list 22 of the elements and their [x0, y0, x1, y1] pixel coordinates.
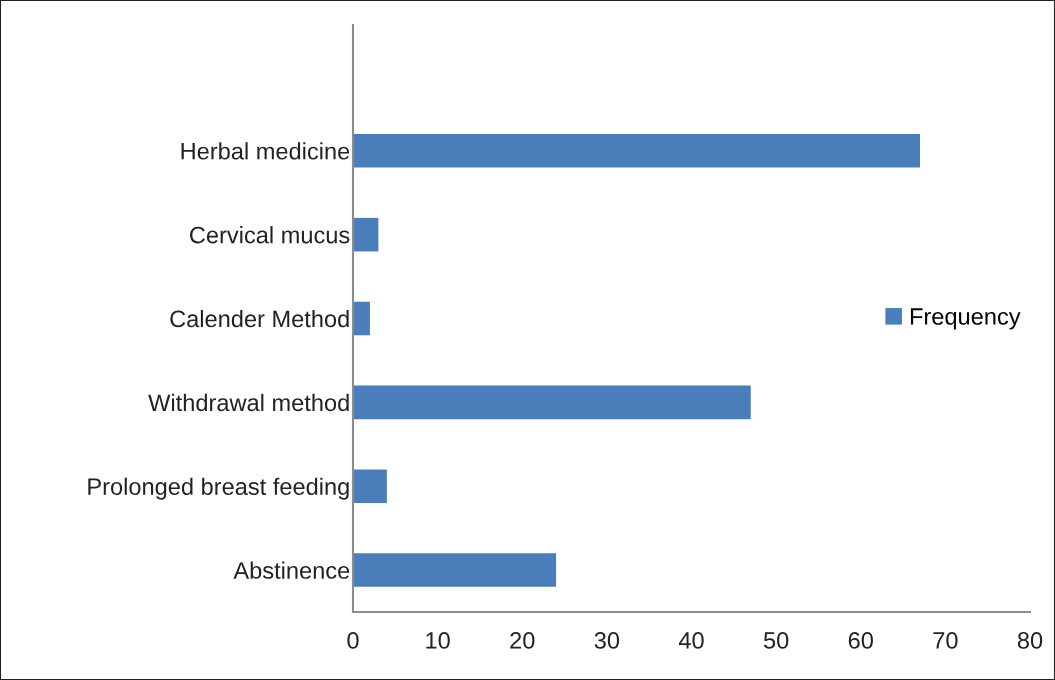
bar — [353, 217, 379, 252]
bar — [353, 301, 370, 336]
x-tick-label: 10 — [426, 632, 450, 649]
bar — [353, 553, 557, 587]
y-tick-label: Withdrawal method — [148, 393, 349, 412]
y-tick-label: Abstinence — [233, 561, 350, 579]
bar — [353, 469, 387, 503]
x-tick-label: 50 — [763, 632, 789, 649]
y-tick-label: Herbal medicine — [181, 142, 350, 160]
x-tick-label: 80 — [1017, 632, 1043, 649]
legend-label: Frequency — [910, 308, 1021, 330]
bar — [353, 134, 920, 168]
y-tick-label: Prolonged breast feeding — [88, 477, 349, 500]
x-tick-label: 30 — [594, 632, 620, 649]
y-tick-label: Cervical mucus — [190, 226, 350, 244]
x-tick-label: 70 — [933, 632, 958, 649]
x-tick-label: 60 — [848, 632, 873, 649]
x-tick-label: 0 — [347, 632, 359, 649]
x-tick-label: 20 — [510, 632, 535, 649]
bar — [353, 385, 751, 420]
y-tick-label: Calender Method — [170, 309, 349, 328]
x-tick-label: 40 — [678, 632, 704, 649]
